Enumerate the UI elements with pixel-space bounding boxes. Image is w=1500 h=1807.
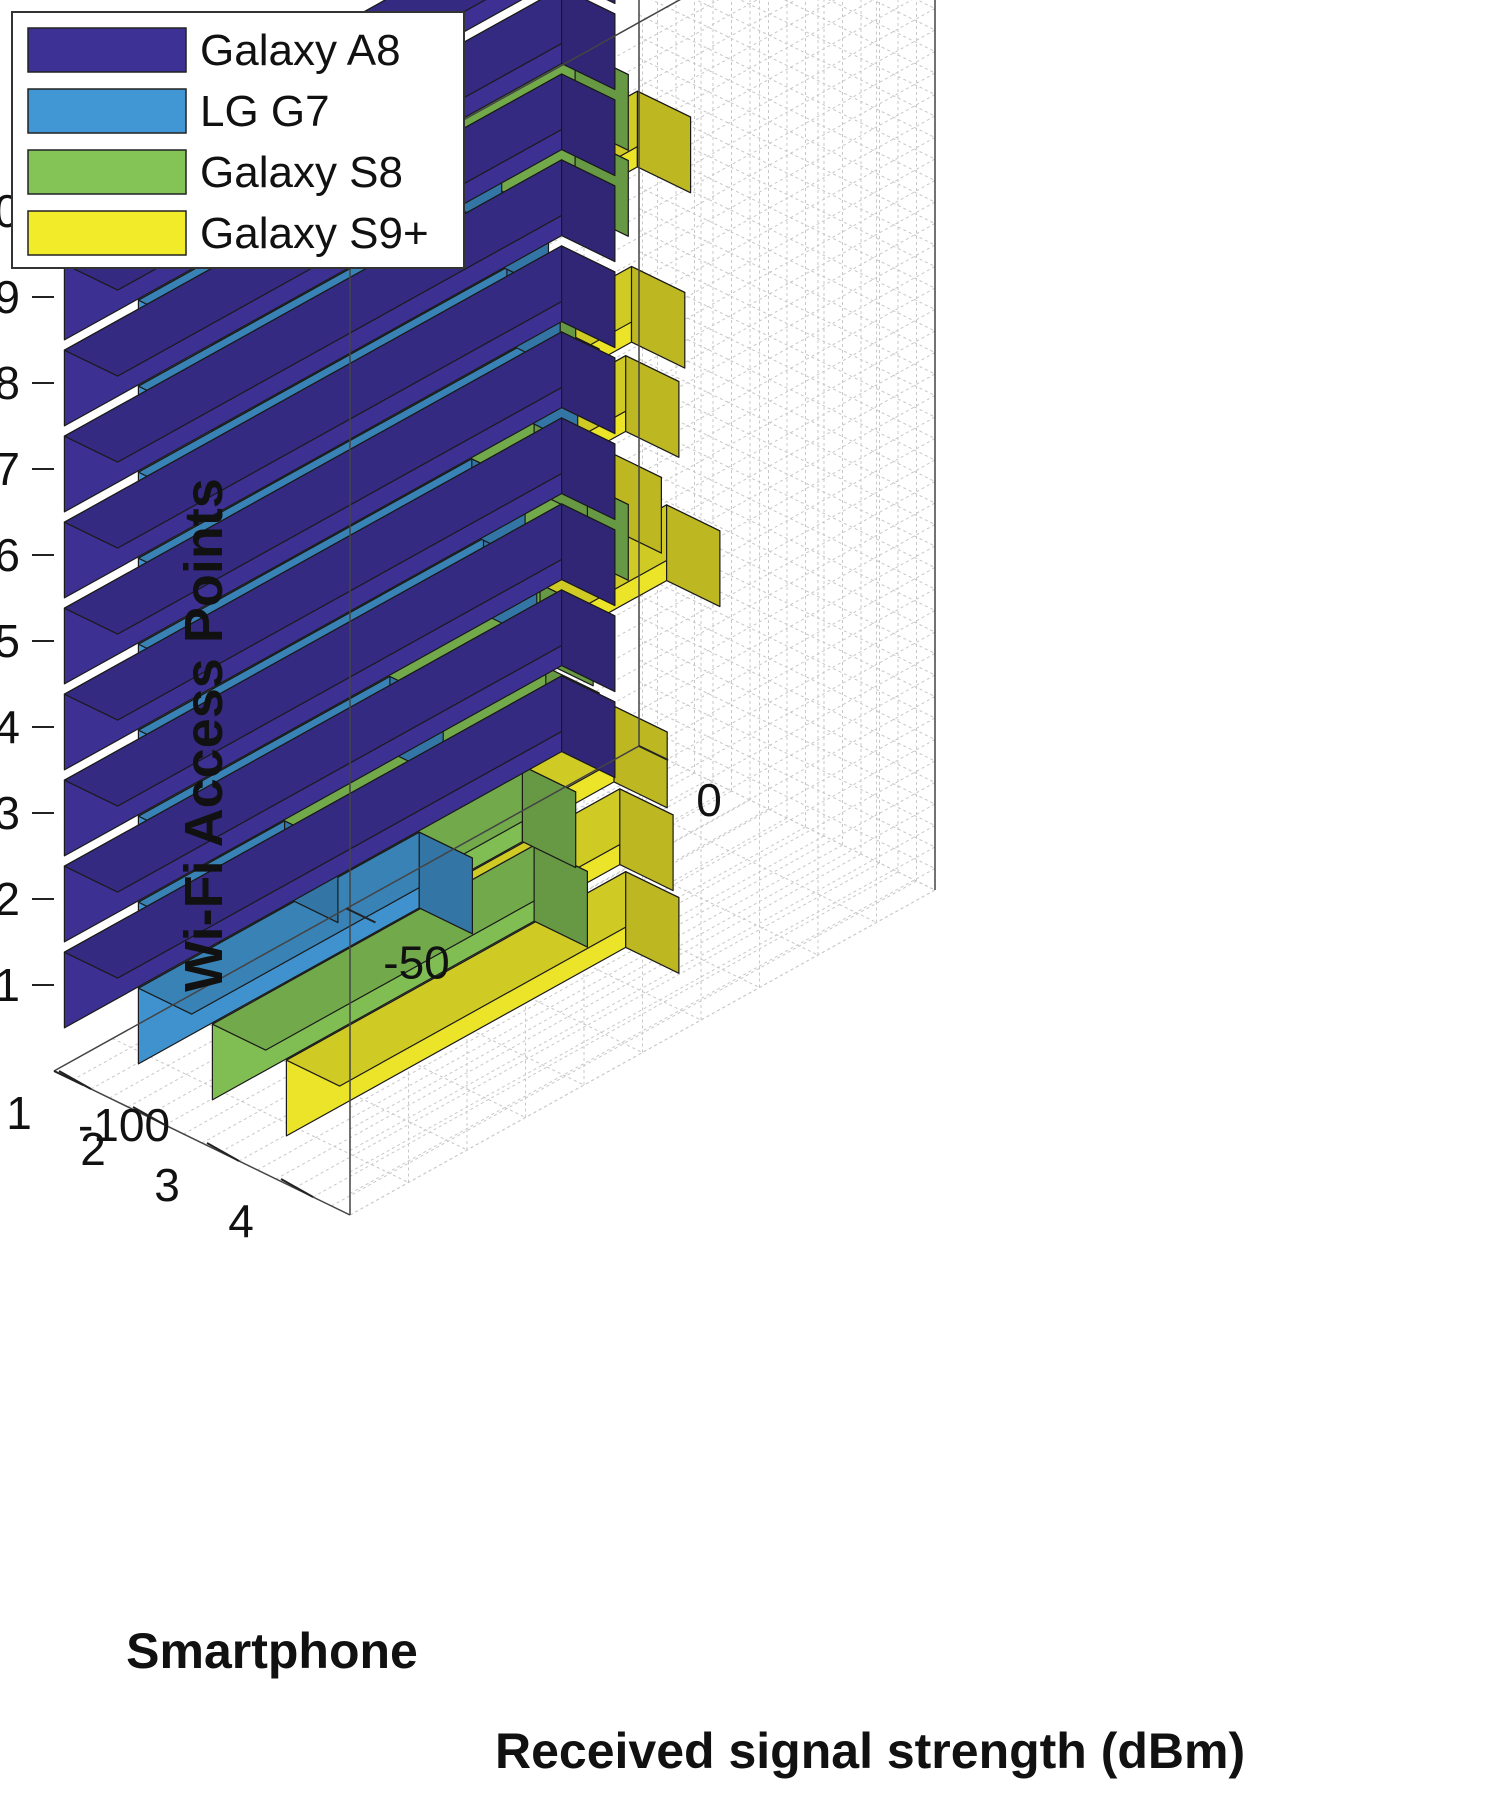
y-tick bbox=[346, 907, 376, 924]
grid-line bbox=[638, 208, 936, 353]
bar-face-end bbox=[560, 73, 616, 177]
y-tick-label: -100 bbox=[78, 1099, 170, 1151]
bar-face-end bbox=[521, 765, 577, 869]
grid-line bbox=[638, 272, 936, 418]
grid-line bbox=[638, 573, 936, 719]
legend-layer: Galaxy A8 LG G7 Galaxy S8 Galaxy S9+ bbox=[11, 11, 465, 269]
grid-line bbox=[638, 380, 936, 525]
bar-face-end bbox=[560, 417, 616, 521]
grid-line bbox=[638, 681, 936, 826]
x-tick bbox=[132, 1106, 166, 1126]
z-tick-label: 6 bbox=[0, 529, 20, 581]
x-tick bbox=[280, 1178, 314, 1198]
x-tick-label: 2 bbox=[80, 1123, 106, 1175]
bar-face-end bbox=[560, 503, 616, 607]
grid-line bbox=[638, 315, 936, 461]
x-tick bbox=[58, 1070, 92, 1090]
bar-face-end bbox=[560, 589, 616, 693]
legend-swatch bbox=[27, 88, 187, 134]
grid-line bbox=[638, 466, 936, 611]
grid-line bbox=[638, 423, 936, 568]
bar-galaxy-a8-ap-2 bbox=[63, 589, 616, 943]
legend-swatch bbox=[27, 27, 187, 73]
x-tick bbox=[206, 1142, 240, 1162]
bar-galaxy-a8-ap-5 bbox=[63, 331, 616, 685]
x-tick-label: 4 bbox=[228, 1195, 254, 1247]
legend-label: LG G7 bbox=[200, 87, 330, 136]
grid-line bbox=[638, 745, 936, 891]
bar-face-end bbox=[625, 355, 680, 458]
legend-label: Galaxy S9+ bbox=[200, 209, 429, 258]
bar-face-end bbox=[533, 844, 589, 948]
legend-label: Galaxy A8 bbox=[200, 26, 401, 75]
bar-face-end bbox=[560, 159, 616, 263]
bar-galaxy-a8-ap-3 bbox=[63, 503, 616, 857]
grid-line bbox=[739, 0, 936, 95]
z-tick-label: 9 bbox=[0, 271, 20, 323]
bar-face-end bbox=[636, 90, 692, 194]
bar-face-end bbox=[606, 0, 616, 5]
bar-face-end bbox=[625, 871, 680, 974]
bar-face-end bbox=[665, 504, 721, 608]
bar-face-end bbox=[560, 0, 616, 91]
z-tick-label: 5 bbox=[0, 615, 20, 667]
z-tick-label: 1 bbox=[0, 959, 20, 1011]
legend-swatch bbox=[27, 210, 187, 256]
bar-face-end bbox=[560, 245, 616, 349]
grid-line bbox=[638, 14, 936, 160]
bar-face-end bbox=[418, 831, 473, 935]
z-tick-label: 8 bbox=[0, 357, 20, 409]
grid-line bbox=[112, 1038, 409, 1183]
bar-lg-g7-ap-1 bbox=[137, 831, 473, 1065]
bar-galaxy-a8-ap-4 bbox=[63, 417, 616, 771]
bars-layer bbox=[63, 0, 721, 1137]
legend-swatch bbox=[27, 149, 187, 195]
grid-line bbox=[638, 638, 936, 783]
grid-line bbox=[638, 724, 936, 869]
x-tick-label: 3 bbox=[154, 1159, 180, 1211]
y-axis-label: Received signal strength (dBm) bbox=[495, 1723, 1245, 1779]
z-tick-label: 2 bbox=[0, 873, 20, 925]
x-axis-label: Smartphone bbox=[126, 1623, 418, 1679]
bar-galaxy-a8-ap-1 bbox=[63, 675, 616, 1029]
y-tick-label: 0 bbox=[696, 774, 722, 826]
grid-line bbox=[638, 57, 936, 203]
z-tick-label: 7 bbox=[0, 443, 20, 495]
z-tick-label: 3 bbox=[0, 787, 20, 839]
z-axis-label: Wi-Fi Access Points bbox=[174, 478, 234, 992]
y-tick-label: -50 bbox=[383, 937, 449, 989]
y-tick bbox=[638, 745, 669, 761]
bar-face-end bbox=[630, 265, 686, 369]
bar-galaxy-a8-ap-6 bbox=[63, 245, 616, 599]
legend-label: Galaxy S8 bbox=[200, 148, 403, 197]
bar-face-end bbox=[619, 788, 674, 892]
z-tick-label: 4 bbox=[0, 701, 20, 753]
x-tick-label: 1 bbox=[6, 1087, 32, 1139]
bar-face-end bbox=[560, 331, 616, 435]
